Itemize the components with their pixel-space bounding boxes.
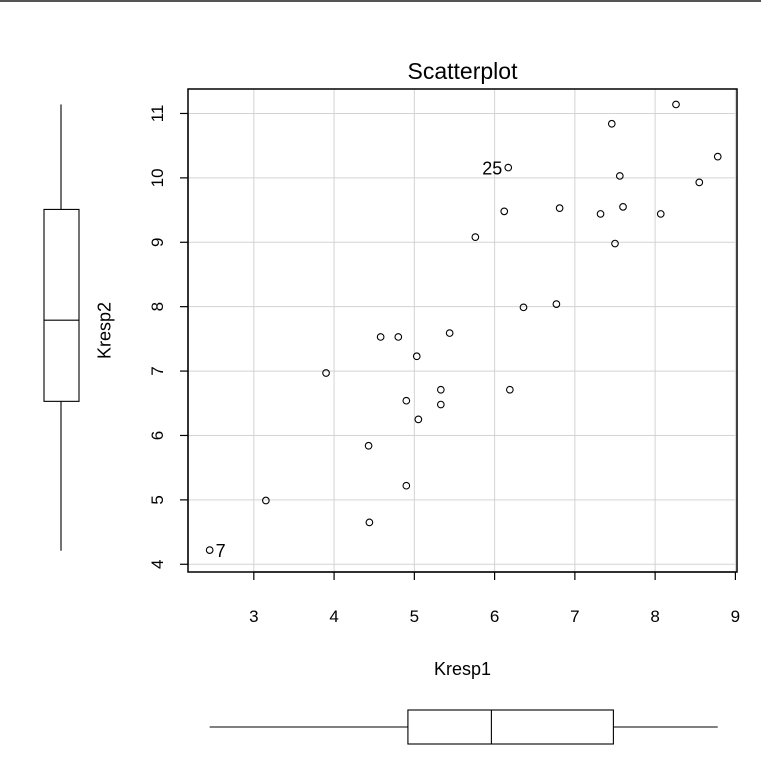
y-tick-label: 6	[148, 431, 167, 440]
y-axis: 4 5 6 7 8 9 10 11	[148, 105, 189, 569]
data-point	[619, 203, 627, 211]
data-point	[607, 119, 616, 128]
data-point	[611, 239, 619, 248]
x-marginal-boxplot	[209, 709, 718, 745]
y-tick-label: 10	[148, 168, 167, 187]
data-point	[672, 100, 680, 109]
y-box-iqr	[43, 208, 80, 402]
grid-lines	[188, 89, 737, 572]
x-tick-label: 4	[329, 607, 338, 626]
data-point	[500, 207, 509, 216]
y-marginal-boxplot	[43, 104, 80, 551]
data-point	[445, 329, 454, 337]
data-point	[436, 400, 445, 409]
data-point	[519, 303, 528, 312]
y-tick-label: 7	[148, 366, 167, 375]
x-tick-label: 8	[650, 607, 659, 626]
data-point	[506, 385, 514, 394]
y-tick-label: 11	[148, 105, 167, 123]
x-tick-label: 7	[570, 607, 579, 626]
data-point	[596, 210, 605, 218]
y-tick-label: 4	[148, 560, 167, 569]
data-point	[552, 300, 561, 308]
y-tick-label: 5	[148, 495, 167, 504]
data-point	[364, 441, 373, 450]
data-point	[414, 415, 423, 424]
data-point	[394, 333, 403, 341]
data-point	[555, 204, 564, 212]
data-point	[695, 178, 704, 187]
x-tick-label: 5	[410, 607, 419, 626]
x-tick-label: 9	[731, 607, 740, 626]
data-point	[205, 546, 214, 554]
data-point	[402, 396, 411, 405]
y-axis-title: Kresp2	[94, 302, 114, 359]
data-point	[262, 496, 270, 505]
data-point	[376, 333, 385, 341]
x-tick-label: 3	[249, 607, 258, 626]
data-point	[471, 233, 480, 241]
point-label: 25	[482, 159, 502, 179]
x-box-iqr	[407, 709, 614, 745]
point-label: 7	[216, 541, 226, 561]
data-point	[365, 518, 374, 527]
data-point	[504, 163, 513, 172]
data-point	[412, 352, 421, 361]
y-tick-label: 8	[148, 302, 167, 311]
chart-title: Scatterplot	[408, 58, 519, 84]
data-point	[322, 369, 330, 377]
window-top-border	[0, 0, 761, 2]
y-tick-label: 9	[148, 238, 167, 247]
data-point	[656, 210, 665, 218]
data-point	[402, 481, 411, 490]
data-point	[615, 172, 624, 180]
data-points: 7 25	[205, 100, 722, 561]
x-axis: 3 4 5 6 7 8 9	[249, 571, 740, 626]
data-point	[713, 152, 722, 161]
data-point	[436, 385, 445, 394]
x-tick-label: 6	[490, 607, 499, 626]
x-axis-title: Kresp1	[434, 659, 491, 679]
